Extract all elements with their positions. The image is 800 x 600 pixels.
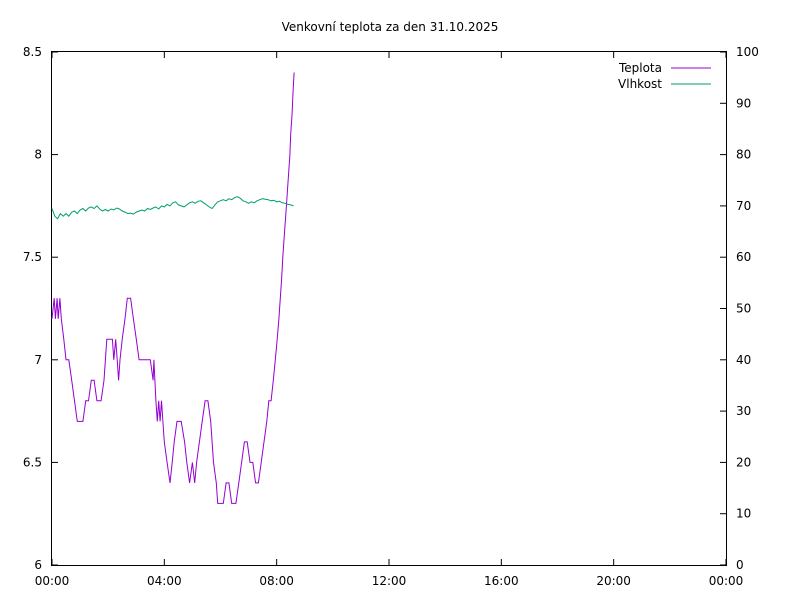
- x-tick-label: 00:00: [709, 574, 744, 588]
- y-right-tick-label: 90: [736, 96, 751, 110]
- x-tick-label: 16:00: [484, 574, 519, 588]
- series-line-vlhkost: [51, 196, 294, 220]
- plot-area-border: [51, 51, 727, 566]
- x-axis-ticks: 00:00 04:00 08:00 12:00 16:00 20:00 00:00: [35, 52, 744, 588]
- y-right-tick-label: 80: [736, 148, 751, 162]
- x-tick-label: 08:00: [259, 574, 294, 588]
- y-right-tick-label: 60: [736, 250, 751, 264]
- y-right-tick-label: 40: [736, 353, 751, 367]
- series-line-teplota: [51, 72, 295, 504]
- y-right-tick-label: 50: [736, 302, 751, 316]
- y-left-axis-ticks: 6 6.5 7 7.5 8 8.5: [23, 45, 58, 572]
- series-lines: [51, 72, 295, 504]
- y-right-tick-label: 0: [736, 558, 744, 572]
- chart-title: Venkovní teplota za den 31.10.2025: [282, 20, 499, 34]
- x-tick-label: 04:00: [147, 574, 182, 588]
- y-right-tick-label: 20: [736, 455, 751, 469]
- y-left-tick-label: 8.5: [23, 45, 42, 59]
- y-right-tick-label: 30: [736, 404, 751, 418]
- legend-label-vlhkost: Vlhkost: [618, 77, 662, 91]
- y-left-tick-label: 7.5: [23, 250, 42, 264]
- y-left-tick-label: 6.5: [23, 455, 42, 469]
- x-tick-label: 20:00: [596, 574, 631, 588]
- y-left-tick-label: 7: [34, 353, 42, 367]
- legend-label-teplota: Teplota: [618, 61, 662, 75]
- y-right-axis-ticks: 0 10 20 30 40 50 60 70 80 90 100: [720, 45, 759, 572]
- y-left-tick-label: 6: [34, 558, 42, 572]
- y-right-tick-label: 70: [736, 199, 751, 213]
- y-right-tick-label: 100: [736, 45, 759, 59]
- x-tick-label: 12:00: [372, 574, 407, 588]
- y-left-tick-label: 8: [34, 148, 42, 162]
- x-tick-label: 00:00: [35, 574, 70, 588]
- legend: Teplota Vlhkost: [618, 61, 711, 91]
- y-right-tick-label: 10: [736, 507, 751, 521]
